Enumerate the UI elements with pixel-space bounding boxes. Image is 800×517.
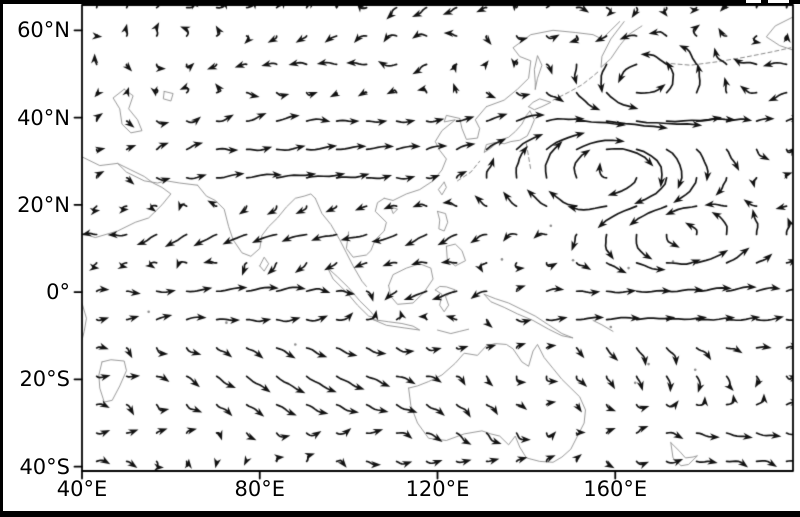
y-tick-label: 0° bbox=[46, 280, 70, 305]
window-bottom-edge bbox=[0, 511, 800, 517]
window-top-edge bbox=[0, 0, 800, 4]
x-tick-label: 80°E bbox=[234, 477, 286, 501]
y-tick-label: 20°N bbox=[17, 192, 70, 217]
x-tick-label: 160°E bbox=[583, 477, 648, 501]
window-button[interactable] bbox=[768, 0, 789, 3]
x-tick-label: 120°E bbox=[405, 477, 470, 501]
y-tick-label: 60°N bbox=[17, 18, 70, 43]
window-left-edge bbox=[0, 0, 3, 517]
y-tick-label: 40°N bbox=[17, 105, 70, 130]
y-tick-label: 40°S bbox=[19, 454, 70, 479]
y-tick-label: 20°S bbox=[19, 367, 70, 392]
x-tick-label: 40°E bbox=[56, 477, 108, 501]
window-button[interactable] bbox=[746, 0, 761, 3]
